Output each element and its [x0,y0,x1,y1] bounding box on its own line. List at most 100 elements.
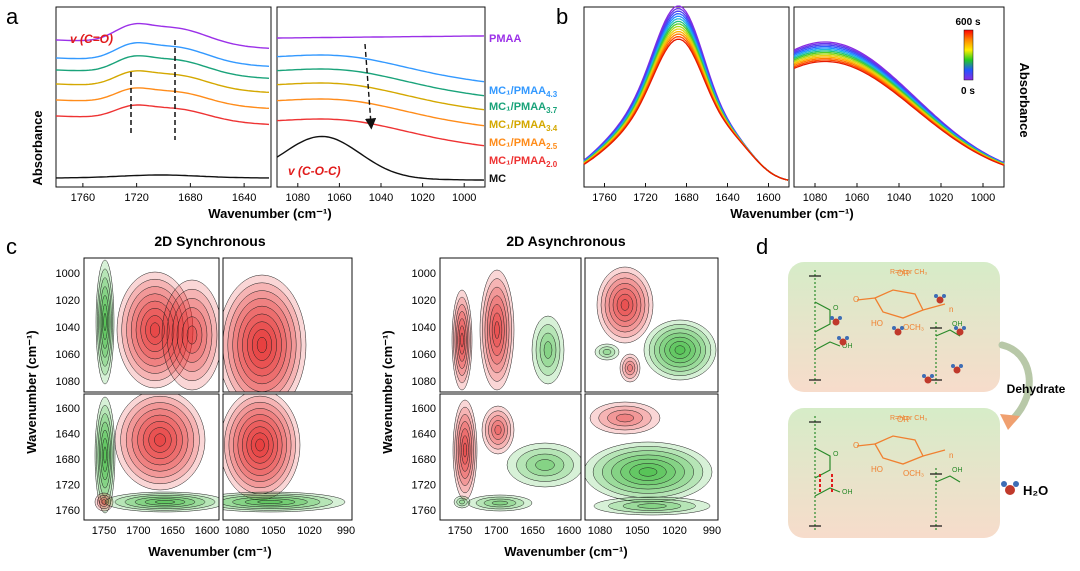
series-line [55,22,270,49]
contour-lobe [622,357,638,379]
contour-lobe [525,453,565,477]
y-tick-label: 1040 [56,322,80,334]
contour-lobe [616,293,634,317]
contour-lobe [459,428,471,472]
x-tick-label: 1050 [261,525,285,537]
contour-lobe [244,498,296,506]
sync-quadrant-frame [83,257,220,393]
contour-lobe [99,421,111,489]
contour-lobe [126,286,184,374]
contour-lobe [615,413,635,423]
contour-lobe [506,442,581,488]
sync-quadrant-frame [83,393,220,521]
chem-label: O [833,305,839,312]
contour-lobe [94,492,114,512]
contour-lobe [607,409,643,427]
contour-lobe [154,433,166,447]
async-quadrant-frame [439,393,582,521]
contour-lobe [454,304,470,376]
contour-lobe [543,341,553,359]
series-line [277,35,485,39]
y-tick-label: 1600 [56,403,80,415]
chem-label: O [853,441,859,450]
series-line [276,54,485,83]
contour-lobe [594,343,620,361]
contour-lobe [257,500,283,504]
chem-label: OR [897,415,909,424]
y-tick-label: 1640 [56,429,80,441]
contour-lobe [130,293,180,367]
panel-a-left-frame [55,6,272,188]
x-tick-label: 1760 [592,192,616,204]
contour-lobe [227,290,297,392]
contour-lobe [97,413,113,497]
async-quadrant-frame [584,393,719,521]
x-tick-label: 1700 [126,525,150,537]
y-tick-label: 1720 [56,480,80,492]
dehydrate-arrow [998,341,1033,424]
water-molecule [953,366,961,374]
x-tick-label: 1020 [662,525,686,537]
contour-lobe [489,304,505,356]
x-tick-label: 1600 [756,192,780,204]
annot-co-stretch: v (C=O) [70,32,113,46]
water-legend-label: H₂O [1023,483,1048,498]
contour-lobe [457,421,473,479]
series-line [276,68,485,97]
series-line [55,87,270,109]
contour-lobe [145,315,165,345]
contour-lobe [131,408,189,472]
x-tick-label: 1600 [557,525,581,537]
contour-lobe [134,496,196,508]
y-tick-label: 1060 [412,349,436,361]
contour-lobe [114,493,216,511]
contour-lobe [166,288,218,382]
y-tick-label: 1600 [412,403,436,415]
water-h [900,326,904,330]
async-ylabel: Wavenumber (cm⁻¹) [380,330,395,453]
contour-lobe [96,494,112,510]
sync-quadrant-frame [222,393,353,521]
sync-title: 2D Synchronous [154,233,265,249]
contour-lobe [125,402,195,478]
carboxyl-group [814,447,831,479]
contour-lobe [223,491,346,513]
carboxyl-group [935,329,961,337]
panel-a-legend: PMAA MC₁/PMAA4.3 MC₁/PMAA3.7 MC₁/PMAA3.4 MC₁… [489,33,558,185]
contour-lobe [255,438,265,452]
panel-a-label: a [6,4,19,29]
contour-lobe [176,307,208,363]
legend-entry: MC₁/PMAA3.4 [489,119,558,133]
contour-lobe [622,501,682,511]
series-line [55,42,270,67]
x-tick-label: 1750 [92,525,116,537]
contour-lobe [638,467,658,477]
water-h [962,326,966,330]
contour-lobe [453,296,471,384]
contour-lobe [491,312,503,348]
x-tick-label: 1080 [286,192,310,204]
contour-lobe [535,459,555,471]
contour-lobe [135,300,175,360]
contour-lobe [459,499,465,505]
y-tick-label: 1680 [56,454,80,466]
chem-label: O [833,451,839,458]
r-group-label: R=H or CH₃ [890,269,927,276]
contour-lobe [531,315,565,385]
y-tick-label: 1000 [56,268,80,280]
colorbar-bottom-label: 0 s [961,86,975,97]
carboxyl-group [935,475,961,483]
contour-lobe [116,271,194,389]
contour-lobe [237,305,287,385]
annot-coc-stretch: v (C-O-C) [288,164,341,178]
contour-lobe [629,463,667,481]
contour-lobe [592,446,704,498]
water-molecule [839,338,847,346]
x-tick-label: 1600 [195,525,219,537]
panel-d-label: d [756,234,768,259]
contour-lobe [242,313,282,377]
water-molecule [894,328,902,336]
contour-lobe [161,279,219,391]
contour-lobe [491,500,509,506]
x-tick-label: 1060 [327,192,351,204]
